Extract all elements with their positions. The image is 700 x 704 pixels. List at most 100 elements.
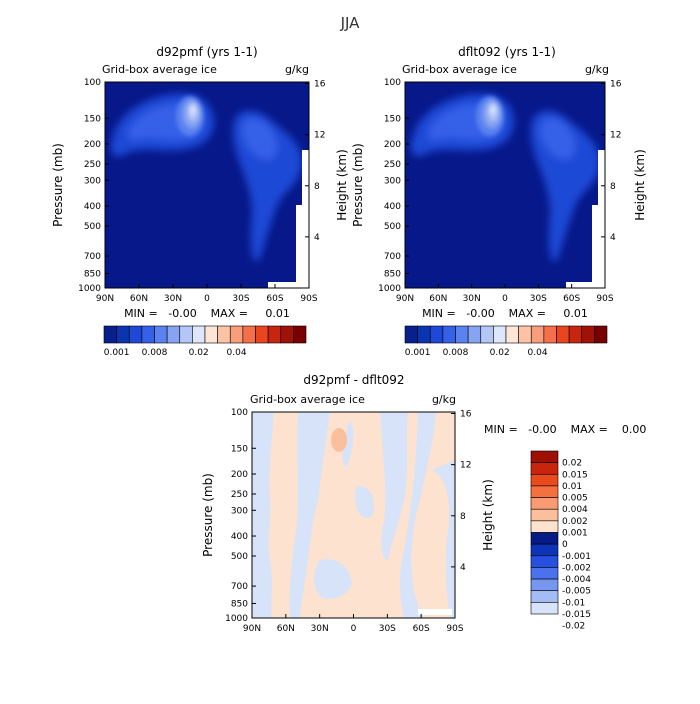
panel-a: d92pmf (yrs 1-1) Grid-box average ice g/… xyxy=(51,45,349,358)
legend-swatch xyxy=(530,450,559,463)
colorbar-swatch xyxy=(179,325,193,344)
legend-label: 0.001 xyxy=(562,529,588,539)
colorbar-swatch xyxy=(505,325,519,344)
x-tick-label: 30S xyxy=(379,624,396,634)
x-tick-label: 90N xyxy=(396,294,414,304)
colorbar-swatch xyxy=(267,325,282,344)
legend-swatch xyxy=(530,485,559,498)
colorbar-swatch xyxy=(404,325,418,344)
y-tick-label: 850 xyxy=(84,269,101,279)
panel-a-missing-2 xyxy=(296,205,309,288)
panel-b-ylabel: Pressure (mb) xyxy=(351,143,365,227)
height-tick-label: 16 xyxy=(314,80,326,90)
x-tick-label: 60S xyxy=(266,294,283,304)
colorbar-swatch xyxy=(128,325,143,344)
panel-b-missing-2 xyxy=(592,205,605,288)
colorbar-swatch xyxy=(530,325,545,344)
panel-diff-left-label: Grid-box average ice xyxy=(250,393,365,406)
panel-a-contour-mid-s xyxy=(241,117,278,160)
colorbar-swatch xyxy=(116,325,130,344)
panel-diff-ylabel-right: Height (km) xyxy=(481,479,495,550)
colorbar-label: 0.001 xyxy=(405,348,431,358)
panel-b-core-4 xyxy=(490,105,496,115)
y-tick-label: 150 xyxy=(384,114,401,124)
height-tick-label: 8 xyxy=(610,182,616,192)
x-tick-label: 0 xyxy=(204,294,210,304)
legend-swatch xyxy=(530,497,559,510)
x-tick-label: 90S xyxy=(300,294,317,304)
colorbar-swatch xyxy=(442,325,456,344)
colorbar-swatch xyxy=(280,325,294,344)
y-tick-label: 250 xyxy=(384,160,401,170)
colorbar-swatch xyxy=(429,325,444,344)
legend-swatch xyxy=(530,462,559,475)
panel-b-left-label: Grid-box average ice xyxy=(402,63,517,76)
panel-a-left-label: Grid-box average ice xyxy=(102,63,217,76)
colorbar-label: 0.008 xyxy=(443,348,469,358)
colorbar-swatch xyxy=(242,325,256,344)
colorbar-label: 0.04 xyxy=(528,348,548,358)
colorbar-swatch xyxy=(467,325,482,344)
legend-label: -0.002 xyxy=(562,563,591,573)
legend-label: 0 xyxy=(562,540,568,550)
legend-label: 0.004 xyxy=(562,505,588,515)
y-tick-label: 700 xyxy=(84,252,101,262)
x-tick-label: 30S xyxy=(530,294,547,304)
y-tick-label: 850 xyxy=(231,599,248,609)
legend-label: 0.01 xyxy=(562,482,582,492)
legend-label: -0.015 xyxy=(562,610,591,620)
y-tick-label: 300 xyxy=(231,506,248,516)
legend-swatch xyxy=(530,473,559,487)
y-tick-label: 400 xyxy=(84,202,101,212)
y-tick-label: 500 xyxy=(384,222,401,232)
panel-b-right-label: g/kg xyxy=(585,63,609,76)
y-tick-label: 100 xyxy=(84,78,101,88)
panel-a-missing-3 xyxy=(268,282,298,288)
colorbar-swatch xyxy=(141,325,155,344)
legend-swatch xyxy=(530,602,559,615)
colorbar-swatch xyxy=(103,325,117,344)
colorbar-label: 0.02 xyxy=(189,348,209,358)
height-tick-label: 16 xyxy=(460,410,472,420)
legend-label: -0.01 xyxy=(562,598,585,608)
legend-label: 0.005 xyxy=(562,494,588,504)
x-tick-label: 60N xyxy=(130,294,148,304)
diff-negative-region xyxy=(380,412,408,560)
page-title: JJA xyxy=(340,14,361,32)
panel-diff-stats: MIN = -0.00 MAX = 0.00 xyxy=(484,423,646,436)
height-tick-label: 16 xyxy=(610,80,622,90)
panel-a-core-4 xyxy=(190,105,196,115)
colorbar-swatch xyxy=(556,325,570,344)
height-tick-label: 12 xyxy=(610,131,621,141)
y-tick-label: 300 xyxy=(84,176,101,186)
colorbar-swatch xyxy=(293,325,307,344)
legend-swatch xyxy=(530,532,559,545)
y-tick-label: 200 xyxy=(384,140,401,150)
colorbar-label: 0.04 xyxy=(227,348,247,358)
legend-swatch xyxy=(530,520,559,533)
legend-swatch xyxy=(530,590,559,603)
diff-missing xyxy=(418,609,452,615)
y-tick-label: 1000 xyxy=(225,614,248,624)
colorbar-label: 0.008 xyxy=(142,348,168,358)
panel-b-stats: MIN = -0.00 MAX = 0.01 xyxy=(422,307,588,320)
legend-label: -0.02 xyxy=(562,622,585,632)
diff-negative-region xyxy=(314,559,352,599)
x-tick-label: 60N xyxy=(429,294,447,304)
panel-b-contour-mid-s xyxy=(539,117,576,160)
legend-swatch xyxy=(530,567,559,580)
legend-label: -0.001 xyxy=(562,552,591,562)
panel-a-right-label: g/kg xyxy=(285,63,309,76)
panel-b-missing-1 xyxy=(598,150,605,210)
y-tick-label: 850 xyxy=(384,269,401,279)
legend-swatch xyxy=(530,578,559,592)
panel-b-missing-3 xyxy=(566,282,596,288)
colorbar-swatch xyxy=(480,325,494,344)
panel-diff-title: d92pmf - dflt092 xyxy=(303,373,404,387)
panel-b: dflt092 (yrs 1-1) Grid-box average ice g… xyxy=(351,45,647,358)
height-tick-label: 4 xyxy=(610,233,616,243)
y-tick-label: 400 xyxy=(384,202,401,212)
colorbar-swatch xyxy=(543,325,557,344)
colorbar-swatch xyxy=(493,325,507,344)
